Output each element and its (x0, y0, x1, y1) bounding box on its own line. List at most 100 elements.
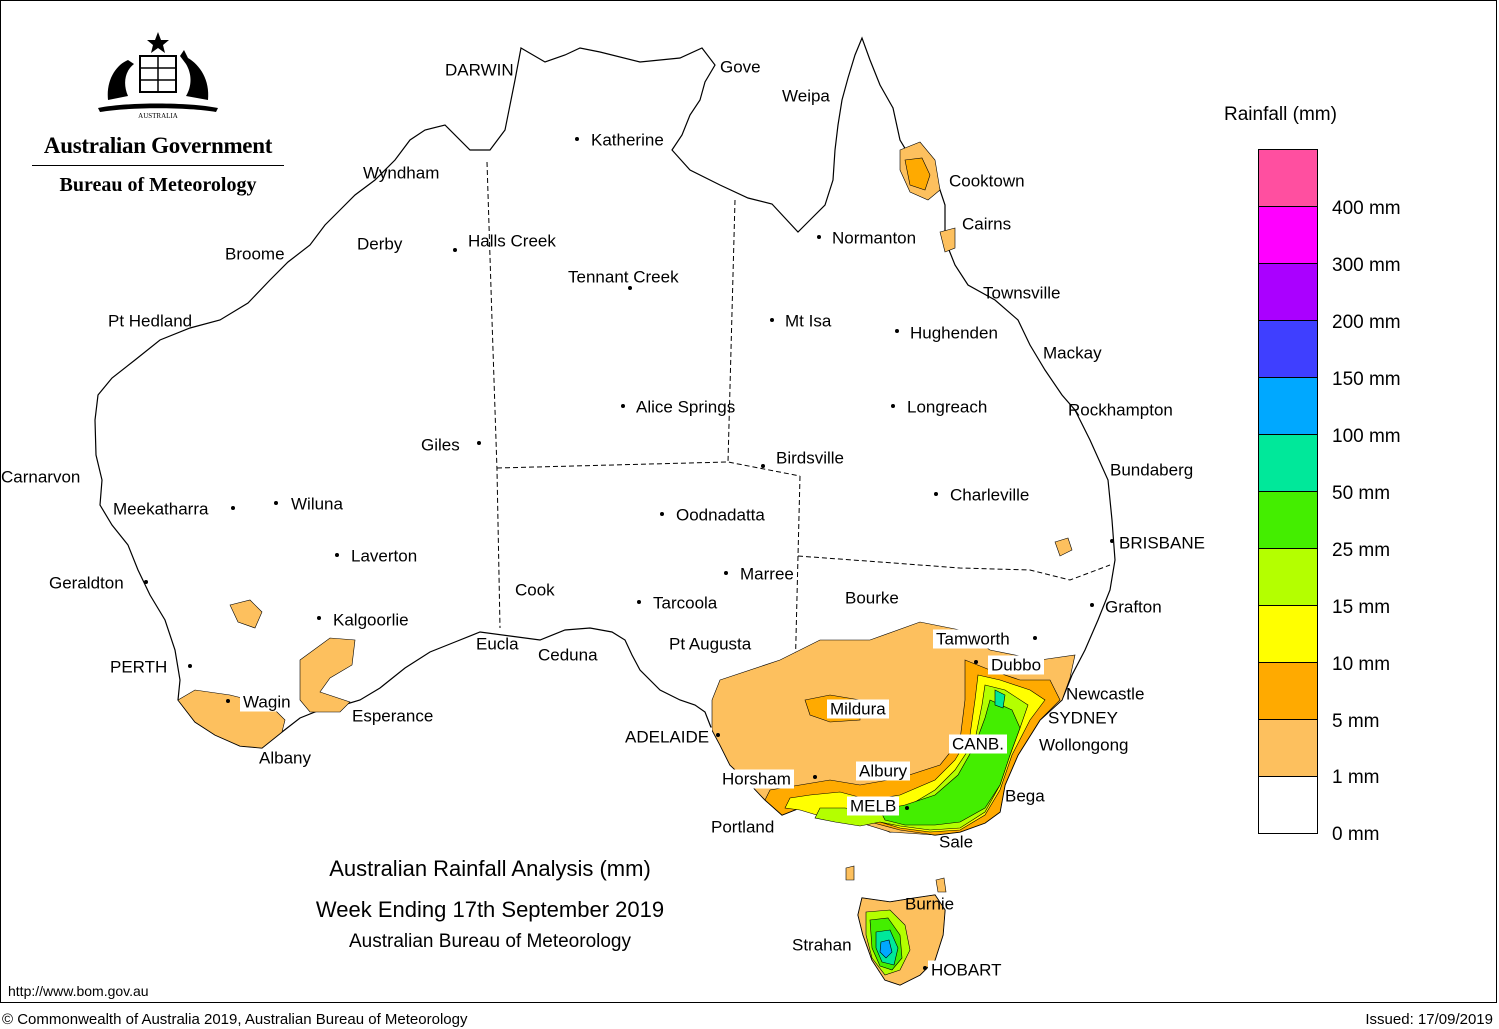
city-dot (716, 733, 720, 737)
city-dot (1033, 636, 1037, 640)
city-label: Townsville (983, 283, 1061, 303)
government-logo: AUSTRALIA Australian Government Bureau o… (28, 30, 288, 197)
legend-label: 1 mm (1332, 767, 1380, 788)
city-label: Carnarvon (1, 467, 81, 487)
city-label: Pt Hedland (108, 311, 193, 331)
city-label: Derby (357, 234, 403, 254)
city-label: Sale (939, 832, 974, 852)
city-dot (895, 329, 899, 333)
city-label: Dubbo (988, 655, 1045, 675)
legend-swatch (1258, 149, 1318, 207)
city-label: Charleville (950, 485, 1030, 505)
copyright-text: © Commonwealth of Australia 2019, Austra… (2, 1011, 468, 1028)
city-label: Weipa (782, 86, 830, 106)
legend-label: 0 mm (1332, 824, 1380, 845)
bureau-name: Bureau of Meteorology (59, 174, 257, 196)
city-dot (335, 553, 339, 557)
city-dot (575, 137, 579, 141)
city-label: HOBART (928, 960, 1005, 980)
legend-swatch (1258, 206, 1318, 264)
city-label: Laverton (351, 546, 418, 566)
city-label: Wagin (240, 692, 294, 712)
city-dot (1090, 603, 1094, 607)
legend-swatch (1258, 605, 1318, 663)
city-label: Ceduna (538, 645, 598, 665)
city-dot (1110, 539, 1114, 543)
city-label: Burnie (905, 894, 955, 914)
city-label: Bundaberg (1110, 460, 1194, 480)
city-dot (144, 580, 148, 584)
city-label: Newcastle (1066, 684, 1145, 704)
city-label: Tennant Creek (568, 267, 679, 287)
city-label: Oodnadatta (676, 505, 765, 525)
city-dot (724, 571, 728, 575)
city-label: Longreach (907, 397, 988, 417)
rainfall-100mm (879, 939, 893, 959)
city-label: Esperance (352, 706, 434, 726)
legend-label: 200 mm (1332, 312, 1401, 333)
city-label: SYDNEY (1048, 708, 1118, 728)
city-dot (974, 660, 978, 664)
city-dot (660, 512, 664, 516)
legend-swatch (1258, 434, 1318, 492)
city-dot (317, 616, 321, 620)
city-label: Marree (740, 564, 794, 584)
city-label: Katherine (591, 130, 664, 150)
city-dot (477, 441, 481, 445)
city-dot (817, 235, 821, 239)
city-dot (770, 318, 774, 322)
city-label: Hughenden (910, 323, 998, 343)
city-label: Wollongong (1039, 735, 1129, 755)
government-name: Australian Government (43, 133, 273, 158)
city-label: Halls Creek (468, 231, 556, 251)
legend-label: 5 mm (1332, 711, 1380, 732)
city-label: Grafton (1105, 597, 1162, 617)
legend-color-bar (1258, 149, 1318, 834)
legend-swatch (1258, 662, 1318, 720)
legend-label: 400 mm (1332, 198, 1401, 219)
city-label: Pt Augusta (669, 634, 752, 654)
city-dot (761, 464, 765, 468)
city-label: Bourke (845, 588, 899, 608)
city-label: ADELAIDE (622, 727, 713, 747)
website-link[interactable]: http://www.bom.gov.au (8, 983, 149, 999)
legend-swatch (1258, 263, 1318, 321)
city-label: PERTH (110, 657, 168, 677)
crest-text: AUSTRALIA (138, 112, 178, 120)
legend-title: Rainfall (mm) (1224, 104, 1337, 125)
city-dot (453, 248, 457, 252)
legend-label: 100 mm (1332, 426, 1401, 447)
city-dot (923, 966, 927, 970)
city-label: Rockhampton (1068, 400, 1173, 420)
legend-swatch (1258, 320, 1318, 378)
city-label: Wiluna (291, 494, 343, 514)
city-label: Tarcoola (653, 593, 718, 613)
issued-date: Issued: 17/09/2019 (1365, 1011, 1493, 1028)
legend-label: 300 mm (1332, 255, 1401, 276)
legend-swatch (1258, 548, 1318, 606)
map-title: Australian Rainfall Analysis (mm) (329, 856, 651, 881)
legend-label: 150 mm (1332, 369, 1401, 390)
city-label: Tamworth (933, 629, 1013, 649)
city-label: Gove (720, 57, 761, 77)
city-label: Alice Springs (636, 397, 736, 417)
city-label: Albury (856, 761, 911, 781)
map-credit: Australian Bureau of Meteorology (349, 931, 631, 952)
city-dot (188, 664, 192, 668)
city-label: BRISBANE (1119, 533, 1205, 553)
legend-label: 15 mm (1332, 597, 1391, 618)
city-label: MELB (847, 796, 900, 816)
coat-of-arms-icon: AUSTRALIA (98, 32, 218, 120)
legend-swatch (1258, 377, 1318, 435)
city-label: DARWIN (445, 60, 514, 80)
city-label: Wyndham (363, 163, 440, 183)
city-dot (905, 806, 909, 810)
legend-swatch (1258, 491, 1318, 549)
city-dot (813, 775, 817, 779)
city-label: Birdsville (776, 448, 845, 468)
city-label: Mt Isa (785, 311, 832, 331)
city-label: Kalgoorlie (333, 610, 409, 630)
city-dot (934, 492, 938, 496)
legend-label: 25 mm (1332, 540, 1391, 561)
city-label: Mackay (1043, 343, 1102, 363)
